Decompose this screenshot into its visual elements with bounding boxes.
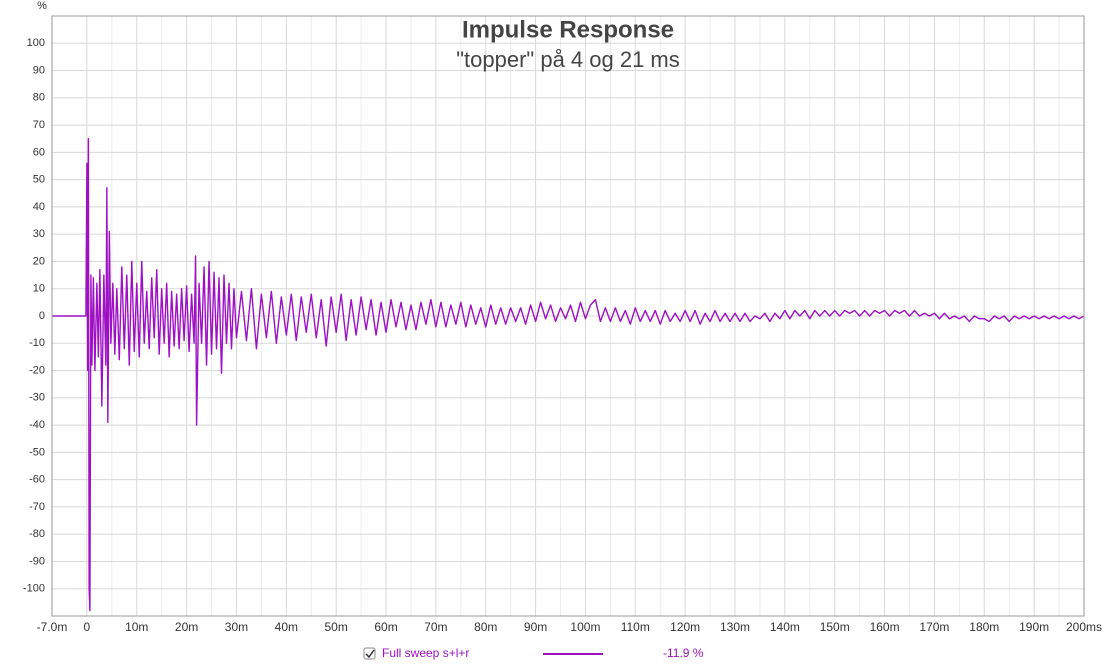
y-tick-label: -10 xyxy=(29,337,45,349)
y-tick-label: 80 xyxy=(33,92,45,104)
legend: Full sweep s+l+r -11.9 % xyxy=(363,646,704,660)
x-tick-label: 170m xyxy=(919,620,949,634)
y-tick-label: -60 xyxy=(29,474,45,486)
x-tick-label: 10m xyxy=(125,620,148,634)
x-tick-label: 160m xyxy=(870,620,900,634)
x-tick-label: 120m xyxy=(670,620,700,634)
legend-label: Full sweep s+l+r xyxy=(382,646,469,660)
check-mark xyxy=(365,649,375,659)
legend-value: -11.9 % xyxy=(663,646,704,660)
chart-subtitle: "topper" på 4 og 21 ms xyxy=(456,47,680,72)
plot-border xyxy=(51,15,1085,617)
x-tick-label: 200ms xyxy=(1066,620,1102,634)
y-tick-label: 30 xyxy=(33,228,45,240)
x-tick-label: 90m xyxy=(524,620,547,634)
y-tick-label: -50 xyxy=(29,446,45,458)
legend-checkbox[interactable] xyxy=(363,647,376,660)
plot xyxy=(52,138,1085,612)
y-tick-label: 70 xyxy=(33,119,45,131)
x-tick-label: 50m xyxy=(325,620,348,634)
y-tick-label: 10 xyxy=(33,283,45,295)
x-tick-label: 100m xyxy=(570,620,600,634)
x-tick-label: 130m xyxy=(720,620,750,634)
y-tick-label: -90 xyxy=(29,555,45,567)
y-tick-label: -30 xyxy=(29,392,45,404)
y-tick-label: -40 xyxy=(29,419,45,431)
y-tick-label: -20 xyxy=(29,364,45,376)
grid xyxy=(51,16,1085,616)
x-tick-label: 20m xyxy=(175,620,198,634)
x-tick-label: 0 xyxy=(84,620,91,634)
x-tick-label: 70m xyxy=(424,620,447,634)
y-tick-label: 90 xyxy=(33,64,45,76)
x-tick-label: 60m xyxy=(374,620,397,634)
y-tick-label: 60 xyxy=(33,146,45,158)
y-tick-label: -100 xyxy=(23,583,45,595)
x-tick-label: 110m xyxy=(621,620,650,634)
x-tick-label: 140m xyxy=(770,620,800,634)
y-tick-label: 0 xyxy=(39,310,45,322)
y-tick-label: -70 xyxy=(29,501,45,513)
x-tick-label: 150m xyxy=(820,620,850,634)
x-tick-label: 80m xyxy=(474,620,497,634)
x-tick-label: 30m xyxy=(225,620,248,634)
y-tick-label: -80 xyxy=(29,528,45,540)
y-tick-label: 50 xyxy=(33,174,45,186)
series-line xyxy=(52,138,1085,612)
y-axis-label: % xyxy=(37,0,47,12)
y-tick-label: 100 xyxy=(27,37,45,49)
x-tick-label: 190m xyxy=(1019,620,1049,634)
x-tick-label: 180m xyxy=(969,620,999,634)
y-tick-label: 20 xyxy=(33,255,45,267)
x-tick-label: 40m xyxy=(275,620,298,634)
y-tick-label: 40 xyxy=(33,201,45,213)
x-tick-label: -7.0m xyxy=(37,620,68,634)
chart-title: Impulse Response xyxy=(462,16,674,43)
